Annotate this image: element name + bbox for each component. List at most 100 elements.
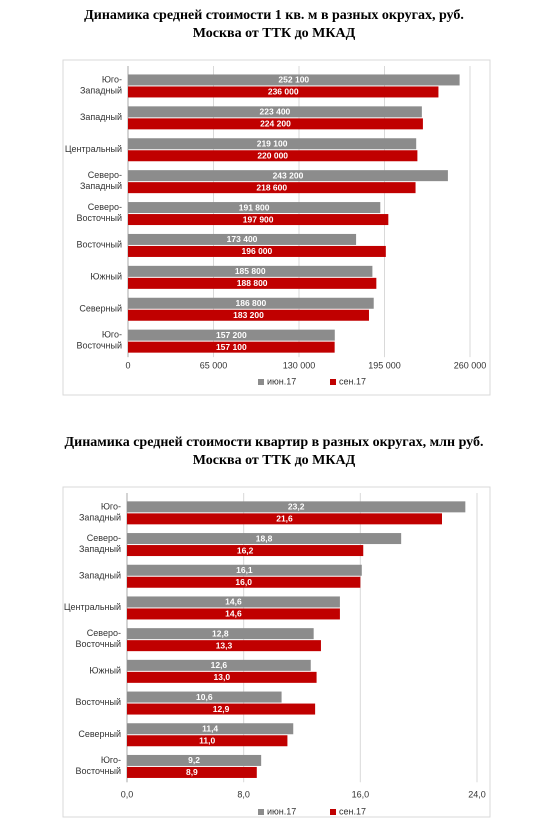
- legend-label: июн.17: [267, 376, 296, 386]
- value-label: 23,2: [288, 502, 305, 512]
- value-label: 13,0: [214, 672, 231, 682]
- value-label: 14,6: [225, 609, 242, 619]
- value-label: 219 100: [257, 139, 288, 149]
- value-label: 223 400: [260, 107, 291, 117]
- value-label: 224 200: [260, 119, 291, 129]
- category-label: Юго-Западный: [79, 502, 121, 523]
- value-label: 236 000: [268, 87, 299, 97]
- bar: [127, 628, 314, 640]
- category-label: Центральный: [65, 144, 122, 154]
- bar: [128, 341, 335, 353]
- value-label: 218 600: [256, 182, 287, 192]
- bar: [127, 671, 317, 683]
- category-label: Северо-Восточный: [77, 202, 123, 223]
- bar: [128, 309, 369, 321]
- x-tick-label: 260 000: [454, 360, 487, 370]
- legend-swatch: [330, 379, 336, 385]
- value-label: 16,2: [237, 545, 254, 555]
- bar: [128, 233, 357, 245]
- value-label: 252 100: [278, 75, 309, 85]
- category-label: Восточный: [76, 697, 122, 707]
- bar: [128, 329, 335, 341]
- bar: [128, 106, 422, 118]
- bar: [127, 576, 361, 588]
- value-label: 12,8: [212, 628, 229, 638]
- category-label: Центральный: [64, 602, 121, 612]
- x-tick-label: 130 000: [283, 360, 316, 370]
- bar: [128, 138, 417, 150]
- value-label: 11,0: [199, 736, 215, 746]
- bar: [128, 150, 418, 162]
- legend-label: сен.17: [339, 806, 366, 816]
- legend-swatch: [258, 809, 264, 815]
- value-label: 243 200: [273, 170, 304, 180]
- x-tick-label: 24,0: [468, 789, 486, 799]
- value-label: 10,6: [196, 692, 213, 702]
- value-label: 12,6: [211, 660, 228, 670]
- value-label: 12,9: [213, 704, 230, 714]
- bar: [127, 723, 294, 735]
- bar: [127, 754, 262, 766]
- value-label: 186 800: [235, 298, 266, 308]
- value-label: 185 800: [235, 266, 266, 276]
- category-label: Западный: [79, 571, 121, 581]
- value-label: 13,3: [216, 640, 233, 650]
- category-label: Юго-Восточный: [77, 330, 123, 351]
- value-label: 197 900: [243, 214, 274, 224]
- value-label: 16,1: [236, 565, 253, 575]
- category-label: Восточный: [77, 240, 123, 250]
- category-label: Северо-Западный: [80, 171, 122, 192]
- bar: [127, 564, 362, 576]
- bar: [127, 735, 288, 747]
- bar: [128, 297, 374, 309]
- legend-label: сен.17: [339, 376, 366, 386]
- x-tick-label: 0,0: [121, 789, 134, 799]
- x-tick-label: 65 000: [200, 360, 228, 370]
- category-label: Северо-Восточный: [76, 629, 122, 650]
- legend-swatch: [330, 809, 336, 815]
- chart-title: Динамика средней стоимости 1 кв. м в раз…: [84, 8, 464, 23]
- value-label: 157 100: [216, 342, 247, 352]
- bar: [127, 533, 402, 545]
- chart-subtitle: Москва от ТТК до МКАД: [193, 26, 356, 41]
- category-label: Юго-Восточный: [76, 755, 122, 776]
- value-label: 8,9: [186, 767, 198, 777]
- bar: [128, 86, 439, 98]
- category-label: Западный: [80, 112, 122, 122]
- bar: [128, 182, 416, 194]
- category-label: Северный: [78, 729, 121, 739]
- value-label: 173 400: [227, 234, 258, 244]
- category-label: Южный: [89, 666, 121, 676]
- bar: [128, 277, 377, 289]
- x-tick-label: 16,0: [352, 789, 370, 799]
- bar: [127, 640, 321, 652]
- value-label: 11,4: [202, 724, 218, 734]
- bar: [128, 202, 381, 214]
- bar: [127, 545, 364, 557]
- bar: [128, 74, 460, 86]
- chart-title: Динамика средней стоимости квартир в раз…: [65, 435, 484, 450]
- value-label: 18,8: [256, 533, 273, 543]
- bar: [128, 214, 389, 226]
- legend-label: июн.17: [267, 806, 296, 816]
- value-label: 196 000: [242, 246, 273, 256]
- value-label: 183 200: [233, 310, 264, 320]
- bar: [127, 608, 340, 620]
- bar: [127, 703, 316, 715]
- bar: [128, 170, 448, 182]
- value-label: 220 000: [257, 151, 288, 161]
- category-label: Северо-Западный: [79, 533, 121, 554]
- x-tick-label: 8,0: [237, 789, 250, 799]
- value-label: 16,0: [235, 577, 252, 587]
- value-label: 14,6: [225, 597, 242, 607]
- bar: [128, 265, 373, 277]
- bar: [127, 691, 282, 703]
- category-label: Юго-Западный: [80, 75, 122, 96]
- bar: [127, 501, 466, 513]
- bar: [127, 596, 340, 608]
- bar: [128, 245, 386, 257]
- value-label: 21,6: [276, 514, 293, 524]
- chart-subtitle: Москва от ТТК до МКАД: [193, 453, 356, 468]
- bar: [127, 659, 311, 671]
